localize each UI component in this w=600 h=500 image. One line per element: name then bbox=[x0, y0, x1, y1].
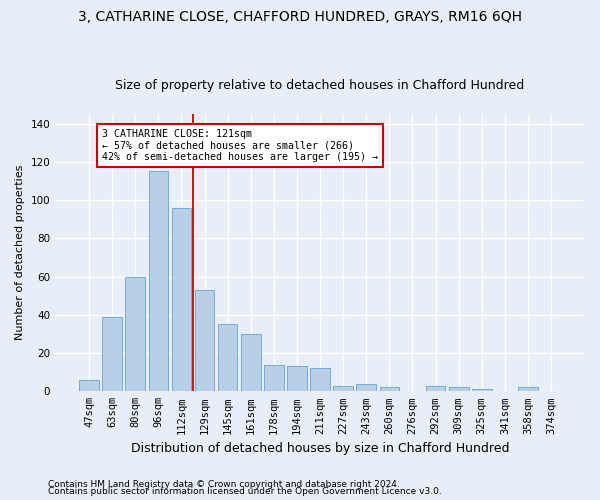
Bar bbox=[356, 384, 376, 392]
Bar bbox=[241, 334, 260, 392]
Bar bbox=[380, 388, 399, 392]
Bar bbox=[79, 380, 99, 392]
Bar bbox=[218, 324, 238, 392]
Bar bbox=[149, 172, 168, 392]
Text: Contains HM Land Registry data © Crown copyright and database right 2024.: Contains HM Land Registry data © Crown c… bbox=[48, 480, 400, 489]
Bar bbox=[449, 388, 469, 392]
Text: 3 CATHARINE CLOSE: 121sqm
← 57% of detached houses are smaller (266)
42% of semi: 3 CATHARINE CLOSE: 121sqm ← 57% of detac… bbox=[102, 130, 378, 162]
Bar bbox=[334, 386, 353, 392]
Bar bbox=[264, 364, 284, 392]
Title: Size of property relative to detached houses in Chafford Hundred: Size of property relative to detached ho… bbox=[115, 79, 525, 92]
Bar bbox=[518, 388, 538, 392]
Y-axis label: Number of detached properties: Number of detached properties bbox=[15, 165, 25, 340]
Bar bbox=[287, 366, 307, 392]
Bar bbox=[125, 276, 145, 392]
Bar bbox=[172, 208, 191, 392]
Bar bbox=[195, 290, 214, 392]
Bar bbox=[310, 368, 330, 392]
Text: 3, CATHARINE CLOSE, CHAFFORD HUNDRED, GRAYS, RM16 6QH: 3, CATHARINE CLOSE, CHAFFORD HUNDRED, GR… bbox=[78, 10, 522, 24]
X-axis label: Distribution of detached houses by size in Chafford Hundred: Distribution of detached houses by size … bbox=[131, 442, 509, 455]
Bar bbox=[426, 386, 445, 392]
Text: Contains public sector information licensed under the Open Government Licence v3: Contains public sector information licen… bbox=[48, 487, 442, 496]
Bar bbox=[103, 316, 122, 392]
Bar bbox=[472, 390, 491, 392]
